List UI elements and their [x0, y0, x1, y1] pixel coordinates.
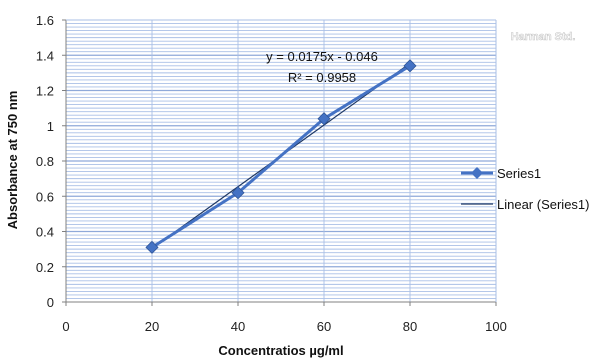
x-axis-title: Concentratios µg/ml — [218, 343, 343, 358]
y-tick-label: 1.4 — [36, 48, 54, 63]
y-axis-title: Absorbance at 750 nm — [5, 91, 20, 230]
y-tick-label: 1.2 — [36, 84, 54, 99]
ticks-layer: 0 0.2 0.4 0.6 0.8 1 1.2 1.4 1.6 0 20 40 60 80 100 — [36, 13, 507, 334]
series1-point — [145, 240, 159, 254]
y-tick-label: 0.8 — [36, 154, 54, 169]
y-tick-label: 0.2 — [36, 260, 54, 275]
legend-series1-label: Series1 — [497, 166, 541, 181]
watermark-text: Harman Std. — [511, 31, 576, 43]
legend-trendline-label: Linear (Series1) — [497, 197, 590, 212]
y-tick-label: 1.6 — [36, 13, 54, 28]
x-tick-label: 60 — [317, 319, 331, 334]
series1-point — [403, 59, 417, 73]
legend: Series1 Linear (Series1) — [461, 166, 590, 212]
series1-line — [151, 64, 411, 249]
grid-layer — [66, 20, 496, 302]
series1-point — [231, 186, 245, 200]
legend-series1-marker — [471, 167, 483, 179]
r-squared-label: R² = 0.9958 — [288, 70, 356, 85]
y-tick-label: 1 — [47, 119, 54, 134]
y-tick-label: 0.4 — [36, 225, 54, 240]
x-tick-label: 100 — [485, 319, 507, 334]
y-tick-label: 0 — [47, 295, 54, 310]
x-tick-label: 20 — [145, 319, 159, 334]
series1-point — [317, 112, 331, 126]
x-tick-label: 80 — [403, 319, 417, 334]
x-tick-label: 0 — [62, 319, 69, 334]
series-layer — [145, 59, 417, 254]
trendline-equation: y = 0.0175x - 0.046 — [266, 49, 378, 64]
y-tick-label: 0.6 — [36, 189, 54, 204]
x-tick-label: 40 — [231, 319, 245, 334]
